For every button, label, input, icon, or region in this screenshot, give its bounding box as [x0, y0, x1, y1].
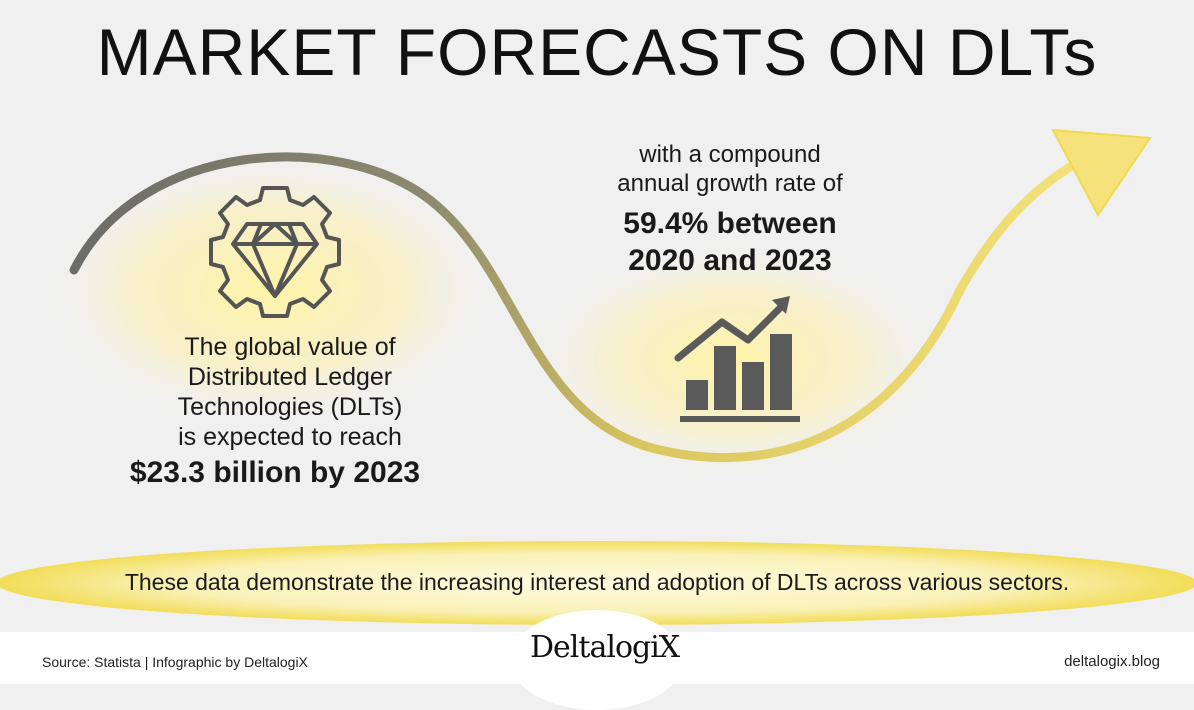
right-value-text: 59.4% between 2020 and 2023: [560, 205, 900, 279]
left-value-text: $23.3 billion by 2023: [129, 456, 421, 489]
left-lead-line: Technologies (DLTs): [177, 393, 403, 421]
summary-banner-text: These data demonstrate the increasing in…: [124, 569, 1070, 595]
right-lead-line: with a compound: [639, 141, 821, 168]
arrow-head-icon: [1051, 128, 1152, 217]
left-lead-line: is expected to reach: [178, 423, 402, 451]
right-value-line: 59.4% between: [623, 207, 837, 240]
right-value-line: 2020 and 2023: [628, 244, 832, 277]
source-text: Source: Statista | Infographic by Deltal…: [42, 654, 308, 670]
gear-diamond-icon: [209, 186, 341, 318]
growth-curve: [69, 145, 1105, 462]
site-link[interactable]: deltalogix.blog: [1064, 653, 1160, 670]
page-title: MARKET FORECASTS ON DLTs: [96, 15, 1098, 89]
brand-logo: DeltalogiX: [530, 630, 680, 665]
right-lead-line: annual growth rate of: [617, 170, 843, 197]
summary-banner: [0, 541, 1194, 625]
left-lead-line: The global value of: [184, 333, 396, 361]
left-lead-text: The global value of Distributed Ledger Tec…: [120, 332, 460, 452]
growth-bar-chart-icon: [674, 296, 800, 422]
left-lead-line: Distributed Ledger: [187, 363, 393, 391]
decorative-background: [0, 128, 1194, 625]
right-lead-text: with a compound annual growth rate of: [560, 140, 900, 198]
